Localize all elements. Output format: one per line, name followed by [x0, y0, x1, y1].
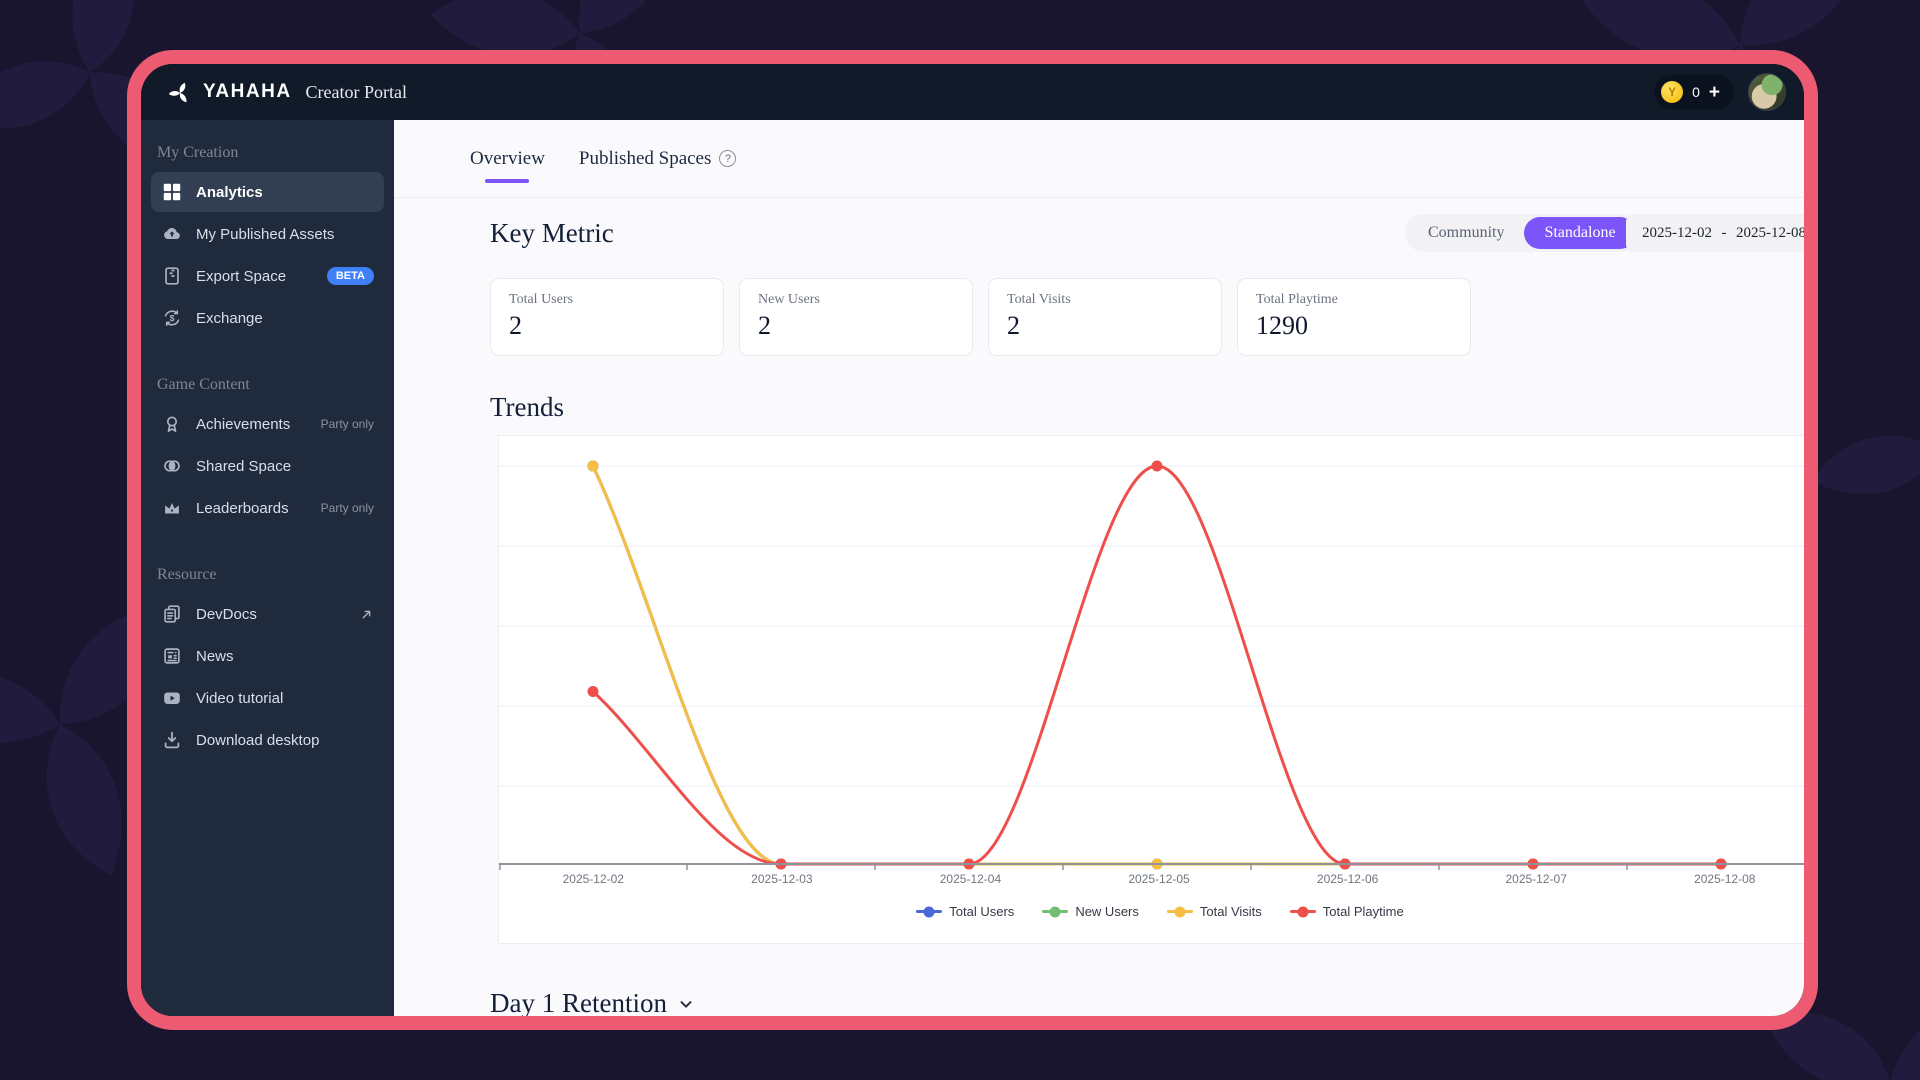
- yahaha-logo-icon: [168, 82, 190, 103]
- sidebar-item-label: Analytics: [196, 183, 263, 201]
- x-axis-labels: 2025-12-02 2025-12-03 2025-12-04 2025-12…: [562, 872, 1756, 886]
- docs-icon: [164, 605, 180, 623]
- chart-legend: Total Users New Users Total Visits Total…: [499, 904, 1804, 919]
- news-icon: [164, 648, 180, 664]
- sidebar-item-my-published-assets[interactable]: My Published Assets: [151, 214, 384, 254]
- coin-balance-pill[interactable]: Y 0 +: [1654, 75, 1734, 109]
- sidebar-section-my-creation: My Creation: [157, 144, 239, 161]
- sidebar-item-label: Exchange: [196, 309, 263, 327]
- trends-title: Trends: [490, 392, 565, 422]
- metric-cards: Total Users 2 New Users 2 Total Visits 2…: [490, 278, 1804, 356]
- active-tab-underline: [485, 179, 530, 183]
- sidebar-item-devdocs[interactable]: DevDocs: [151, 594, 384, 634]
- legend-marker: [916, 906, 943, 917]
- legend-total-visits[interactable]: Total Visits: [1166, 904, 1262, 919]
- party-only-tag: Party only: [320, 501, 374, 515]
- sidebar-item-label: DevDocs: [196, 605, 257, 623]
- tabs-bar: Overview Published Spaces ?: [394, 120, 1804, 198]
- sidebar-item-achievements[interactable]: Achievements Party only: [151, 404, 384, 444]
- date-end[interactable]: 2025-12-08: [1736, 224, 1804, 241]
- legend-marker: [1289, 906, 1316, 917]
- retention-section-header[interactable]: Day 1 Retention: [490, 988, 1804, 1016]
- topbar: YAHAHA Creator Portal Y 0 +: [141, 64, 1804, 120]
- trends-line-chart: [499, 460, 1804, 870]
- legend-marker: [1166, 906, 1193, 917]
- analytics-icon: [163, 183, 181, 201]
- metric-card-new-users: New Users 2: [739, 278, 973, 356]
- main-content: Overview Published Spaces ? Key Metric C…: [394, 120, 1804, 1016]
- coin-balance: 0: [1692, 84, 1700, 100]
- toggle-standalone[interactable]: Standalone: [1524, 217, 1636, 249]
- chevron-down-icon: [680, 1000, 692, 1008]
- sidebar-item-shared-space[interactable]: Shared Space: [151, 446, 384, 486]
- cloud-upload-icon: [164, 228, 180, 240]
- currency-exchange-icon: $: [164, 310, 180, 326]
- legend-total-playtime[interactable]: Total Playtime: [1289, 904, 1404, 919]
- background-logo-watermark: [1800, 319, 1920, 580]
- metric-card-total-users: Total Users 2: [490, 278, 724, 356]
- sidebar-item-label: Shared Space: [196, 457, 292, 475]
- legend-marker: [1042, 906, 1069, 917]
- legend-total-users[interactable]: Total Users: [916, 904, 1014, 919]
- sidebar-item-label: My Published Assets: [196, 225, 335, 243]
- date-separator: -: [1721, 224, 1727, 241]
- sidebar-item-news[interactable]: News: [151, 636, 384, 676]
- beta-badge: BETA: [326, 267, 374, 285]
- legend-new-users[interactable]: New Users: [1042, 904, 1139, 919]
- shared-space-icon: [164, 460, 180, 472]
- sidebar-item-video-tutorial[interactable]: Video tutorial: [151, 678, 384, 718]
- download-icon: [164, 731, 180, 749]
- sidebar-item-exchange[interactable]: $ Exchange: [151, 298, 384, 338]
- app-window: YAHAHA Creator Portal Y 0 + My Creation …: [127, 50, 1818, 1030]
- avatar[interactable]: [1748, 73, 1786, 111]
- sidebar-item-label: Achievements: [196, 415, 291, 433]
- party-only-tag: Party only: [320, 417, 374, 431]
- sidebar-item-download-desktop[interactable]: Download desktop: [151, 720, 384, 760]
- product-name: Creator Portal: [305, 81, 408, 102]
- scope-toggle: Community Standalone: [1405, 214, 1639, 252]
- sidebar-item-analytics[interactable]: Analytics: [151, 172, 384, 212]
- trends-chart: 2025-12-02 2025-12-03 2025-12-04 2025-12…: [498, 435, 1804, 944]
- sidebar-item-label: Video tutorial: [196, 689, 284, 707]
- sidebar-section-game-content: Game Content: [157, 376, 250, 393]
- metric-card-total-playtime: Total Playtime 1290: [1237, 278, 1471, 356]
- sidebar-item-export-space[interactable]: Export Space BETA: [151, 256, 384, 296]
- tab-published-spaces[interactable]: Published Spaces ?: [579, 120, 737, 197]
- sidebar-section-resource: Resource: [157, 566, 217, 583]
- retention-title: Day 1 Retention: [490, 988, 667, 1016]
- crown-icon: [165, 503, 179, 514]
- svg-text:$: $: [170, 313, 175, 323]
- video-play-icon: [164, 692, 180, 704]
- brand-name: YAHAHA: [203, 81, 292, 102]
- archive-file-icon: [165, 267, 179, 285]
- external-link-icon: [362, 610, 371, 618]
- sidebar-item-label: Download desktop: [196, 731, 320, 749]
- sidebar: My Creation Analytics My Published Asset…: [141, 120, 394, 1016]
- add-coins-button[interactable]: +: [1708, 81, 1720, 103]
- toggle-community[interactable]: Community: [1428, 224, 1505, 241]
- key-metric-title: Key Metric: [490, 218, 614, 248]
- metric-card-total-visits: Total Visits 2: [988, 278, 1222, 356]
- tab-overview[interactable]: Overview: [470, 120, 545, 197]
- coin-icon: Y: [1661, 81, 1684, 103]
- date-range-picker[interactable]: 2025-12-02 - 2025-12-08: [1626, 214, 1804, 252]
- sidebar-item-label: News: [196, 647, 234, 665]
- medal-icon: [166, 416, 178, 432]
- help-icon[interactable]: ?: [719, 150, 737, 167]
- sidebar-item-label: Export Space: [196, 267, 287, 285]
- sidebar-item-label: Leaderboards: [196, 499, 289, 517]
- sidebar-item-leaderboards[interactable]: Leaderboards Party only: [151, 488, 384, 528]
- date-start[interactable]: 2025-12-02: [1642, 224, 1712, 241]
